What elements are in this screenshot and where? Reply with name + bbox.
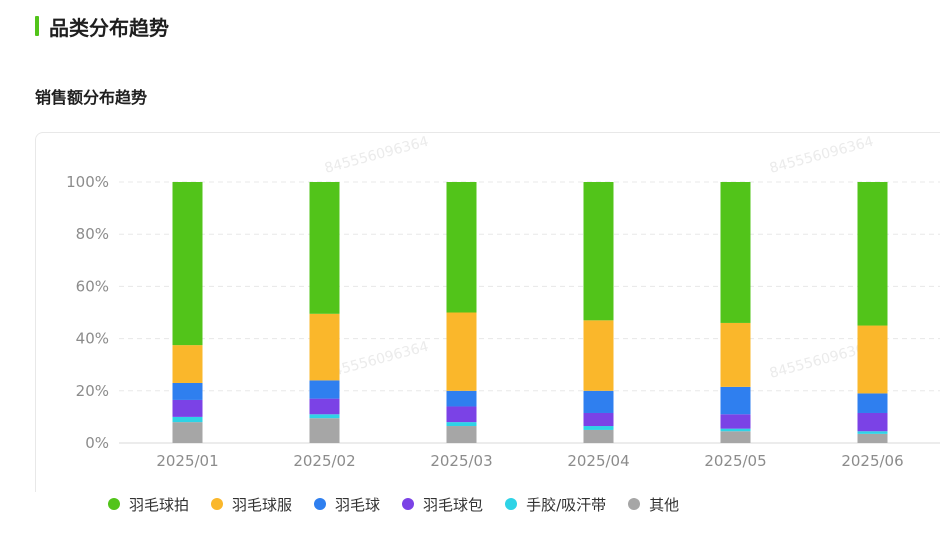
bar-segment[interactable] bbox=[446, 406, 477, 423]
bar-segment[interactable] bbox=[309, 398, 340, 415]
bar-segment[interactable] bbox=[172, 422, 203, 443]
axis-layer: 0% 20% 40% 60% 80% 100% 2025/01 2025/02 2025/03 2… bbox=[66, 173, 904, 470]
legend-dot-icon bbox=[211, 498, 224, 510]
bar-segment[interactable] bbox=[583, 320, 614, 391]
watermark-text: 845556096364 bbox=[323, 134, 430, 177]
bar-segment[interactable] bbox=[720, 182, 751, 323]
chart-legend: 羽毛球拍 羽毛球服 羽毛球 羽毛球包 手胶/吸汗带 其他 bbox=[108, 493, 701, 515]
legend-item[interactable]: 羽毛球拍 bbox=[108, 494, 189, 515]
bar-segment[interactable] bbox=[172, 182, 203, 346]
x-tick-label: 2025/03 bbox=[430, 452, 492, 470]
legend-item[interactable]: 手胶/吸汗带 bbox=[505, 494, 606, 515]
bar-segment[interactable] bbox=[172, 416, 203, 423]
legend-item[interactable]: 羽毛球包 bbox=[402, 494, 483, 515]
y-tick-label: 100% bbox=[66, 173, 109, 191]
grid-layer bbox=[119, 181, 940, 444]
bar-segment[interactable] bbox=[309, 414, 340, 419]
x-tick-label: 2025/04 bbox=[567, 452, 629, 470]
bar-segment[interactable] bbox=[857, 393, 888, 413]
bar-segment[interactable] bbox=[583, 426, 614, 430]
legend-label: 羽毛球 bbox=[335, 495, 381, 514]
y-tick-label: 0% bbox=[85, 434, 109, 452]
bar-segment[interactable] bbox=[309, 313, 340, 381]
bar-segment[interactable] bbox=[309, 380, 340, 399]
legend-label: 羽毛球服 bbox=[232, 495, 293, 514]
legend-dot-icon bbox=[628, 498, 641, 510]
bar-segment[interactable] bbox=[857, 433, 888, 443]
bar-segment[interactable] bbox=[720, 428, 751, 432]
legend-item[interactable]: 羽毛球服 bbox=[211, 494, 292, 515]
section-accent-bar bbox=[35, 16, 39, 36]
watermark-text: 845556096364 bbox=[768, 134, 875, 177]
legend-item[interactable]: 羽毛球 bbox=[314, 494, 380, 515]
legend-dot-icon bbox=[505, 498, 518, 510]
bar-segment[interactable] bbox=[857, 182, 888, 326]
legend-label: 羽毛球拍 bbox=[129, 495, 190, 514]
bar-segment[interactable] bbox=[720, 386, 751, 415]
bar-segment[interactable] bbox=[172, 382, 203, 400]
legend-dot-icon bbox=[402, 498, 415, 510]
bar-segment[interactable] bbox=[720, 431, 751, 443]
bars-layer bbox=[172, 182, 888, 443]
x-tick-label: 2025/02 bbox=[293, 452, 355, 470]
legend-item[interactable]: 其他 bbox=[628, 494, 679, 515]
bar-segment[interactable] bbox=[857, 325, 888, 394]
legend-dot-icon bbox=[108, 498, 120, 510]
bar-segment[interactable] bbox=[446, 426, 477, 443]
chart-card: 845556096364 845556096364 845556096364 8455… bbox=[35, 132, 940, 492]
legend-label: 羽毛球包 bbox=[423, 495, 484, 514]
bar-segment[interactable] bbox=[309, 182, 340, 314]
bar-segment[interactable] bbox=[446, 422, 477, 427]
y-tick-label: 80% bbox=[76, 225, 109, 243]
bar-segment[interactable] bbox=[583, 182, 614, 321]
bar-segment[interactable] bbox=[720, 322, 751, 387]
y-tick-label: 20% bbox=[76, 382, 109, 400]
y-tick-label: 60% bbox=[76, 277, 109, 295]
bar-segment[interactable] bbox=[172, 345, 203, 383]
bar-segment[interactable] bbox=[172, 399, 203, 417]
bar-segment[interactable] bbox=[446, 390, 477, 407]
bar-segment[interactable] bbox=[446, 182, 477, 313]
bar-segment[interactable] bbox=[583, 390, 614, 413]
section-title: 品类分布趋势 bbox=[49, 15, 169, 40]
bar-segment[interactable] bbox=[857, 412, 888, 432]
bar-segment[interactable] bbox=[583, 412, 614, 427]
legend-dot-icon bbox=[314, 498, 327, 510]
y-tick-label: 40% bbox=[76, 330, 109, 348]
bar-segment[interactable] bbox=[857, 431, 888, 434]
x-tick-label: 2025/01 bbox=[156, 452, 218, 470]
legend-label: 手胶/吸汗带 bbox=[526, 495, 607, 514]
legend-label: 其他 bbox=[649, 495, 680, 514]
x-tick-label: 2025/05 bbox=[704, 452, 766, 470]
chart-title: 销售额分布趋势 bbox=[35, 88, 148, 107]
bar-segment[interactable] bbox=[720, 414, 751, 429]
x-tick-label: 2025/06 bbox=[841, 452, 903, 470]
bar-segment[interactable] bbox=[583, 429, 614, 443]
section-header: 品类分布趋势 bbox=[35, 12, 169, 40]
bar-segment[interactable] bbox=[446, 312, 477, 391]
bar-segment[interactable] bbox=[309, 418, 340, 443]
